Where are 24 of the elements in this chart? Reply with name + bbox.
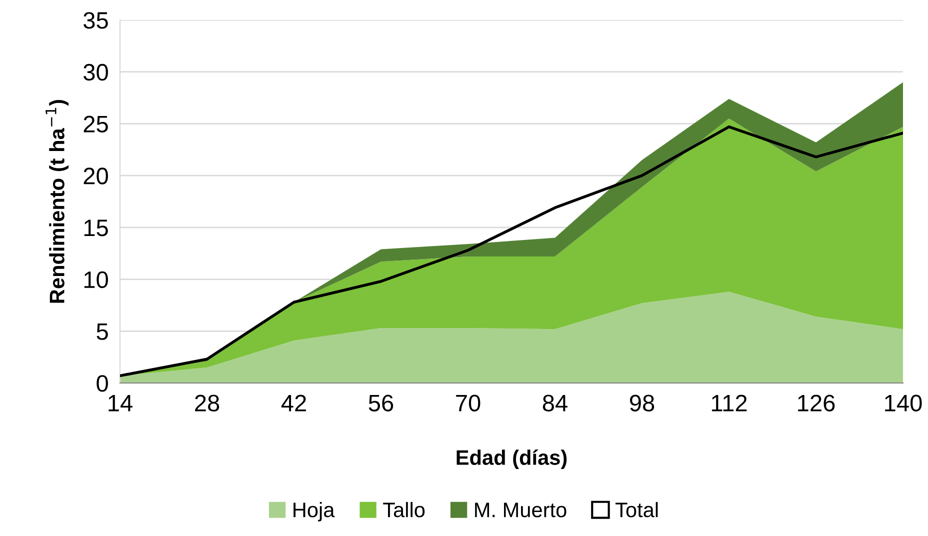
x-tick-label: 126	[798, 394, 835, 412]
x-tick-label: 70	[456, 394, 480, 412]
legend-label: Tallo	[383, 502, 425, 518]
x-tick-label: 42	[281, 394, 306, 412]
legend-label: Hoja	[294, 502, 335, 522]
y-tick-label: 25	[84, 116, 108, 132]
legend-label: Total	[616, 502, 658, 518]
x-axis-title: Edad (días)	[456, 449, 567, 470]
x-tick-label: 56	[368, 394, 394, 412]
y-tick-label: 30	[84, 64, 108, 81]
y-tick-label: 35	[84, 12, 108, 29]
x-tick-label: 112	[712, 394, 747, 412]
y-axis-title: Rendimiento (t ha$^{−1}$)	[46, 100, 69, 303]
y-tick-label: 20	[84, 168, 108, 184]
y-tick-label: 5	[96, 323, 108, 340]
x-tick-label: 98	[630, 394, 654, 412]
x-tick-label: 28	[195, 394, 220, 412]
y-tick-label: 0	[96, 375, 108, 392]
x-tick-label: 84	[542, 394, 568, 412]
x-tick-label: 140	[885, 394, 922, 412]
y-tick-label: 15	[84, 220, 108, 236]
y-tick-label: 10	[84, 271, 108, 288]
legend-label: M. Muerto	[475, 502, 566, 518]
x-tick-label: 14	[108, 394, 132, 412]
